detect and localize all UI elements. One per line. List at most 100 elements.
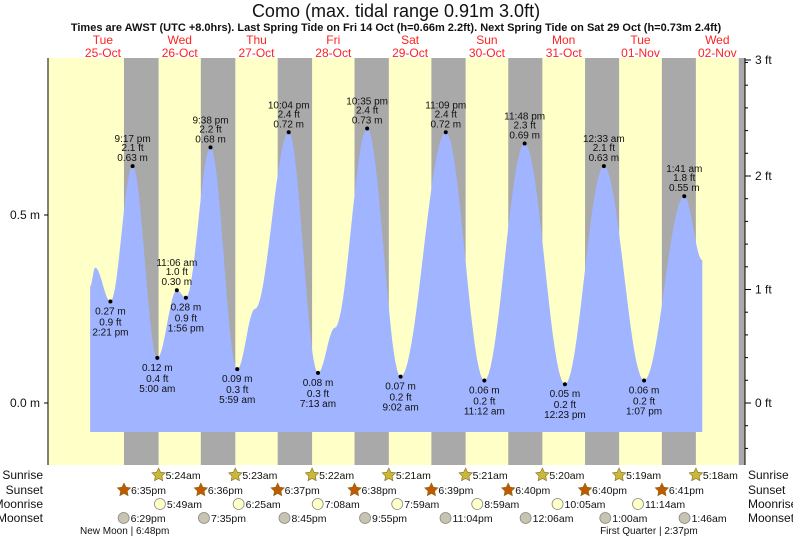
sunset-icon [116, 482, 132, 497]
moonrise-icon [632, 498, 644, 510]
sunset-time: 6:41pm [669, 485, 704, 497]
sunset-row-label-right: Sunset [748, 483, 786, 497]
sunset-time: 6:37pm [285, 485, 320, 497]
high-tide-point: 11:06 am1.0 ft0.30 m [156, 258, 197, 293]
tide-marker [642, 378, 647, 383]
sunset-time: 6:36pm [208, 485, 243, 497]
moon-phase-label: New Moon | 6:48pm [80, 526, 169, 537]
moonrise-time: 10:05am [565, 499, 606, 511]
right-tick-label: 3 ft [755, 53, 772, 67]
moonset-time: 8:45pm [292, 513, 327, 525]
sunrise-icon [458, 467, 473, 482]
high-tide-point: 1:41 am1.8 ft0.55 m [666, 164, 702, 199]
low-tide-point: 0.08 m0.3 ft7:13 am [300, 370, 336, 410]
tide-ft: 2.1 ft [121, 143, 143, 154]
sunset-time: 6:40pm [592, 485, 627, 497]
tide-ft: 1.8 ft [673, 173, 695, 184]
sunrise-time: 5:24am [166, 470, 201, 482]
sunrise-time: 5:19am [626, 470, 661, 482]
tide-m: 0.55 m [669, 183, 700, 194]
tide-m: 0.07 m [385, 382, 416, 393]
sunrise-icon [611, 467, 627, 482]
tide-ft: 0.2 ft [554, 400, 576, 411]
left-tick-label: 0.0 m [10, 396, 40, 410]
moonset-icon [599, 512, 612, 524]
low-tide-point: 0.28 m0.9 ft1:56 pm [168, 295, 204, 335]
day-name: Wed [167, 33, 191, 47]
tide-marker [482, 378, 487, 383]
plot-area [48, 58, 745, 465]
sunset-time: 6:39pm [438, 485, 473, 497]
moonset-time: 11:04pm [453, 513, 493, 525]
sunset-icon [193, 482, 209, 497]
sunset-icon [577, 482, 593, 497]
day-date: 01-Nov [621, 46, 660, 60]
moonset-time: 9:55pm [372, 513, 407, 525]
tide-marker [130, 164, 135, 169]
moonrise-time: 7:59am [404, 499, 439, 511]
sunset-time: 6:40pm [515, 485, 550, 497]
tide-ft: 0.3 ft [226, 385, 248, 396]
sunrise-time: 5:23am [242, 470, 277, 482]
tide-m: 0.27 m [95, 306, 126, 317]
tide-time: 5:59 am [219, 395, 255, 406]
tide-ft: 2.1 ft [593, 143, 615, 154]
sunset-icon [654, 482, 670, 497]
tide-time: 11:12 am [464, 406, 505, 417]
sunset-icon [500, 482, 516, 497]
moonrise-time: 7:08am [325, 499, 360, 511]
day-date: 30-Oct [469, 46, 506, 60]
tide-m: 0.06 m [469, 385, 500, 396]
tide-marker [108, 299, 113, 304]
high-tide-point: 11:48 pm2.3 ft0.69 m [504, 112, 545, 146]
axes: 0.5 m 0.0 m 3 ft 2 ft 1 ft 0 ft [10, 53, 772, 465]
night-band [738, 58, 745, 465]
sunrise-time: 5:18am [703, 470, 738, 482]
low-tide-point: 0.06 m0.2 ft1:07 pm [626, 378, 662, 417]
moonset-time: 1:00am [612, 513, 647, 525]
day-name: Mon [552, 33, 575, 47]
tide-m: 0.72 m [273, 119, 304, 130]
high-tide-point: 9:38 pm2.2 ft0.68 m [192, 115, 229, 150]
moonset-row-label-right: Moonset [748, 511, 793, 525]
moonrise-time: 11:14am [645, 499, 685, 511]
moonset-icon [678, 512, 691, 524]
moonrise-row-label: Moonrise [0, 497, 43, 511]
moonset-time: 7:35pm [211, 513, 246, 525]
day-date: 29-Oct [392, 46, 429, 60]
tide-time: 1:56 pm [168, 324, 204, 335]
tide-marker [562, 382, 567, 387]
day-name: Wed [705, 33, 729, 47]
sunset-icon [347, 482, 362, 497]
sunrise-time: 5:21am [396, 470, 431, 482]
moonset-time: 12:06am [533, 513, 574, 525]
tide-marker [682, 194, 687, 199]
tide-m: 0.63 m [117, 153, 148, 164]
moonset-icon [278, 512, 291, 524]
day-date: 27-Oct [238, 46, 275, 60]
moonset-icon [519, 512, 532, 524]
sunset-time: 6:38pm [362, 485, 397, 497]
tide-ft: 0.2 ft [389, 393, 411, 404]
moonset-row-label: Moonset [0, 511, 44, 525]
moonrise-icon [551, 498, 564, 510]
low-tide-point: 0.27 m0.9 ft2:21 pm [92, 299, 128, 338]
sunset-icon [270, 482, 285, 497]
tide-marker [235, 367, 240, 372]
tide-m: 0.08 m [303, 378, 334, 389]
sunrise-icon [688, 467, 704, 482]
day-name: Tue [93, 33, 114, 47]
sunrise-icon [304, 467, 320, 482]
tide-time: 5:00 am [139, 384, 175, 395]
moonset-icon [359, 512, 371, 524]
tide-m: 0.05 m [550, 389, 581, 400]
tide-marker [208, 145, 213, 150]
tide-m: 0.63 m [589, 153, 620, 164]
tide-m: 0.30 m [162, 277, 193, 288]
tide-time: 11:09 pm [425, 100, 466, 111]
tide-marker [155, 355, 160, 360]
moonrise-icon [311, 498, 324, 510]
sunrise-time: 5:22am [319, 470, 354, 482]
